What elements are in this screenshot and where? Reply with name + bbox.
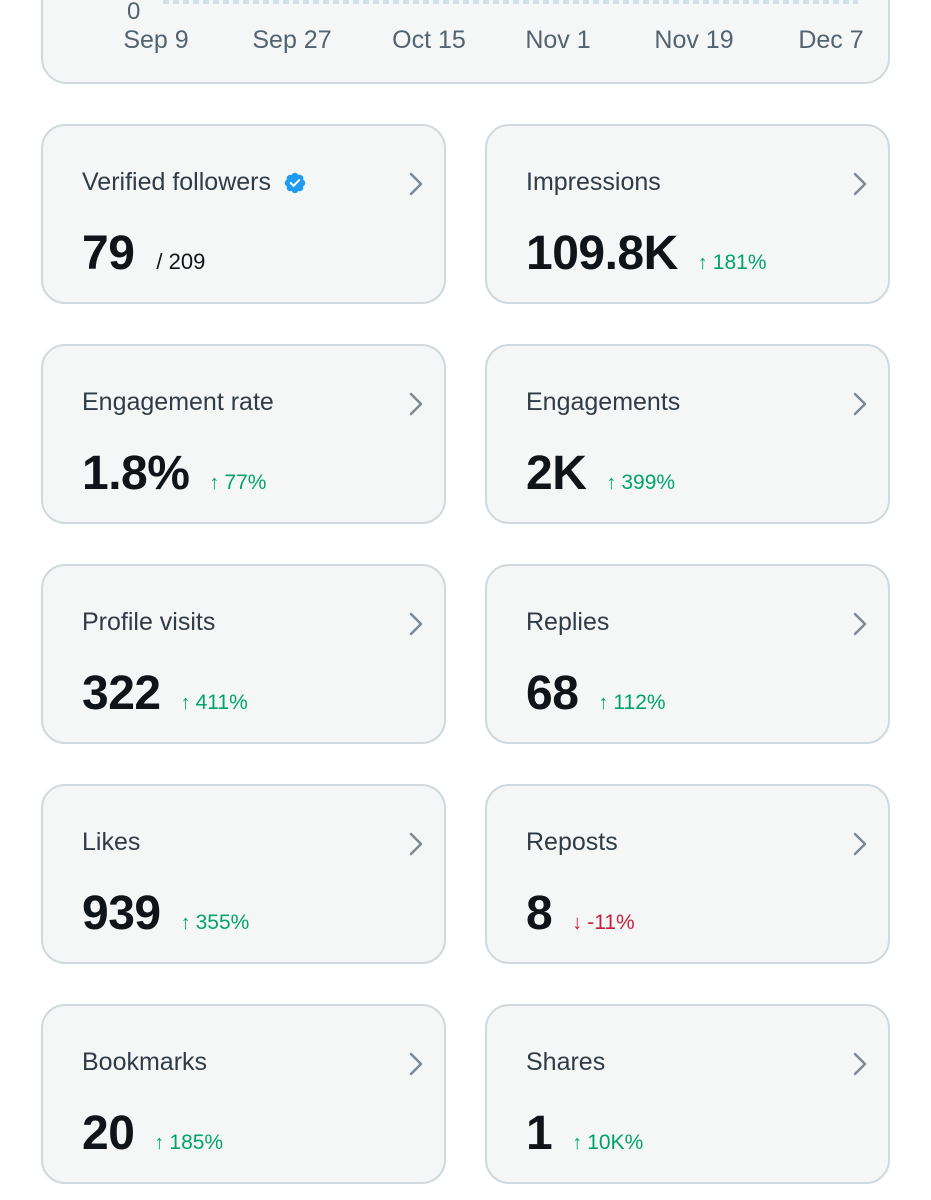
metric-change: ↑ 399% xyxy=(606,471,676,494)
chevron-right-icon xyxy=(853,172,867,196)
verified-badge-icon xyxy=(284,172,306,193)
chevron-right-icon xyxy=(409,1052,423,1076)
metric-card-engagements[interactable]: Engagements 2K ↑ 399% xyxy=(485,344,890,524)
chevron-right-icon xyxy=(853,612,867,636)
metric-value: 322 xyxy=(82,667,161,720)
metric-change: ↑ 411% xyxy=(180,691,248,714)
impressions-chart-card: 0 Sep 9 Sep 27 Oct 15 Nov 1 Nov 19 Dec 7 xyxy=(41,0,890,84)
metric-change: ↑ 181% xyxy=(697,251,767,274)
metric-change: ↑ 185% xyxy=(154,1131,224,1154)
x-axis-label: Dec 7 xyxy=(798,26,864,54)
arrow-down-icon: ↓ xyxy=(572,912,583,934)
metric-value: 1.8% xyxy=(82,447,190,500)
arrow-up-icon: ↑ xyxy=(606,472,617,494)
x-axis-labels: Sep 9 Sep 27 Oct 15 Nov 1 Nov 19 Dec 7 xyxy=(43,26,888,60)
metric-total: / 209 xyxy=(156,249,206,274)
metric-title: Likes xyxy=(82,828,141,856)
metric-title: Engagements xyxy=(526,388,681,416)
chevron-right-icon xyxy=(409,392,423,416)
metric-card-replies[interactable]: Replies 68 ↑ 112% xyxy=(485,564,890,744)
metric-value: 79 xyxy=(82,227,135,280)
metric-value: 8 xyxy=(526,887,553,940)
metric-change: ↑ 10K% xyxy=(572,1131,644,1154)
metric-value: 20 xyxy=(82,1107,135,1160)
arrow-up-icon: ↑ xyxy=(209,472,220,494)
arrow-up-icon: ↑ xyxy=(180,692,191,714)
metric-change: ↑ 77% xyxy=(209,471,267,494)
metric-title: Shares xyxy=(526,1048,606,1076)
chevron-right-icon xyxy=(409,172,423,196)
metrics-grid: Verified followers 79 / 209 Impressions … xyxy=(41,124,890,1184)
metric-change: ↑ 355% xyxy=(180,911,250,934)
metric-title: Replies xyxy=(526,608,610,636)
metric-card-shares[interactable]: Shares 1 ↑ 10K% xyxy=(485,1004,890,1184)
metric-title: Reposts xyxy=(526,828,618,856)
metric-card-likes[interactable]: Likes 939 ↑ 355% xyxy=(41,784,446,964)
chart-bars-baseline xyxy=(163,0,858,4)
arrow-up-icon: ↑ xyxy=(154,1132,165,1154)
metric-change: ↑ 112% xyxy=(598,691,666,714)
metric-change: ↓ -11% xyxy=(572,911,635,934)
metric-card-profile-visits[interactable]: Profile visits 322 ↑ 411% xyxy=(41,564,446,744)
arrow-up-icon: ↑ xyxy=(572,1132,583,1154)
chevron-right-icon xyxy=(409,612,423,636)
y-axis-zero-label: 0 xyxy=(127,0,141,25)
x-axis-label: Sep 27 xyxy=(252,26,332,54)
chevron-right-icon xyxy=(409,832,423,856)
metric-title: Bookmarks xyxy=(82,1048,208,1076)
metric-card-impressions[interactable]: Impressions 109.8K ↑ 181% xyxy=(485,124,890,304)
arrow-up-icon: ↑ xyxy=(697,252,708,274)
chevron-right-icon xyxy=(853,832,867,856)
metric-value: 68 xyxy=(526,667,579,720)
metric-title: Profile visits xyxy=(82,608,216,636)
metric-value: 109.8K xyxy=(526,227,678,280)
x-axis-label: Oct 15 xyxy=(392,26,466,54)
metric-card-reposts[interactable]: Reposts 8 ↓ -11% xyxy=(485,784,890,964)
metric-title: Engagement rate xyxy=(82,388,274,416)
x-axis-label: Sep 9 xyxy=(123,26,189,54)
chevron-right-icon xyxy=(853,1052,867,1076)
chevron-right-icon xyxy=(853,392,867,416)
x-axis-label: Nov 19 xyxy=(654,26,734,54)
metric-card-engagement-rate[interactable]: Engagement rate 1.8% ↑ 77% xyxy=(41,344,446,524)
metric-value: 2K xyxy=(526,447,587,500)
x-axis-label: Nov 1 xyxy=(525,26,591,54)
arrow-up-icon: ↑ xyxy=(180,912,191,934)
metric-card-verified-followers[interactable]: Verified followers 79 / 209 xyxy=(41,124,446,304)
metric-title: Verified followers xyxy=(82,168,271,196)
metric-title: Impressions xyxy=(526,168,661,196)
arrow-up-icon: ↑ xyxy=(598,692,609,714)
metric-value: 1 xyxy=(526,1107,553,1160)
metric-value: 939 xyxy=(82,887,161,940)
metric-card-bookmarks[interactable]: Bookmarks 20 ↑ 185% xyxy=(41,1004,446,1184)
